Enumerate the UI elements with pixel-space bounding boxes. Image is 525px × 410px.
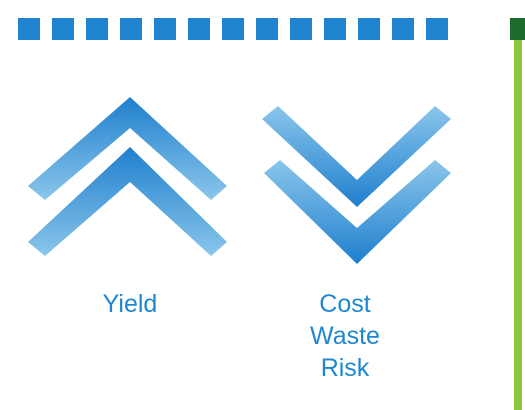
green-vertical-line bbox=[514, 40, 522, 410]
label-line: Risk bbox=[320, 354, 370, 382]
dash-segment bbox=[188, 18, 210, 40]
yield-label: Yield bbox=[60, 288, 200, 320]
dash-segment bbox=[52, 18, 74, 40]
up-chevron-inner-icon bbox=[28, 147, 227, 256]
chevron-graphics bbox=[28, 97, 451, 264]
label-line: Cost bbox=[319, 290, 371, 318]
green-corner-block bbox=[510, 18, 525, 40]
dash-segment bbox=[18, 18, 40, 40]
dash-segment bbox=[358, 18, 380, 40]
dash-segment bbox=[86, 18, 108, 40]
dash-segment bbox=[222, 18, 244, 40]
dash-segment bbox=[324, 18, 346, 40]
dash-segment bbox=[426, 18, 448, 40]
label-line: Waste bbox=[310, 322, 380, 350]
down-chevron-inner-icon bbox=[264, 160, 451, 264]
top-dashed-border bbox=[18, 18, 448, 40]
cost-waste-risk-label: Cost Waste Risk bbox=[275, 288, 415, 384]
up-chevron-outer-icon bbox=[28, 97, 227, 200]
label-line: Yield bbox=[102, 290, 158, 318]
dash-segment bbox=[290, 18, 312, 40]
dash-segment bbox=[392, 18, 414, 40]
dash-segment bbox=[120, 18, 142, 40]
dash-segment bbox=[154, 18, 176, 40]
down-chevron-outer-icon bbox=[262, 106, 451, 207]
dash-segment bbox=[256, 18, 278, 40]
